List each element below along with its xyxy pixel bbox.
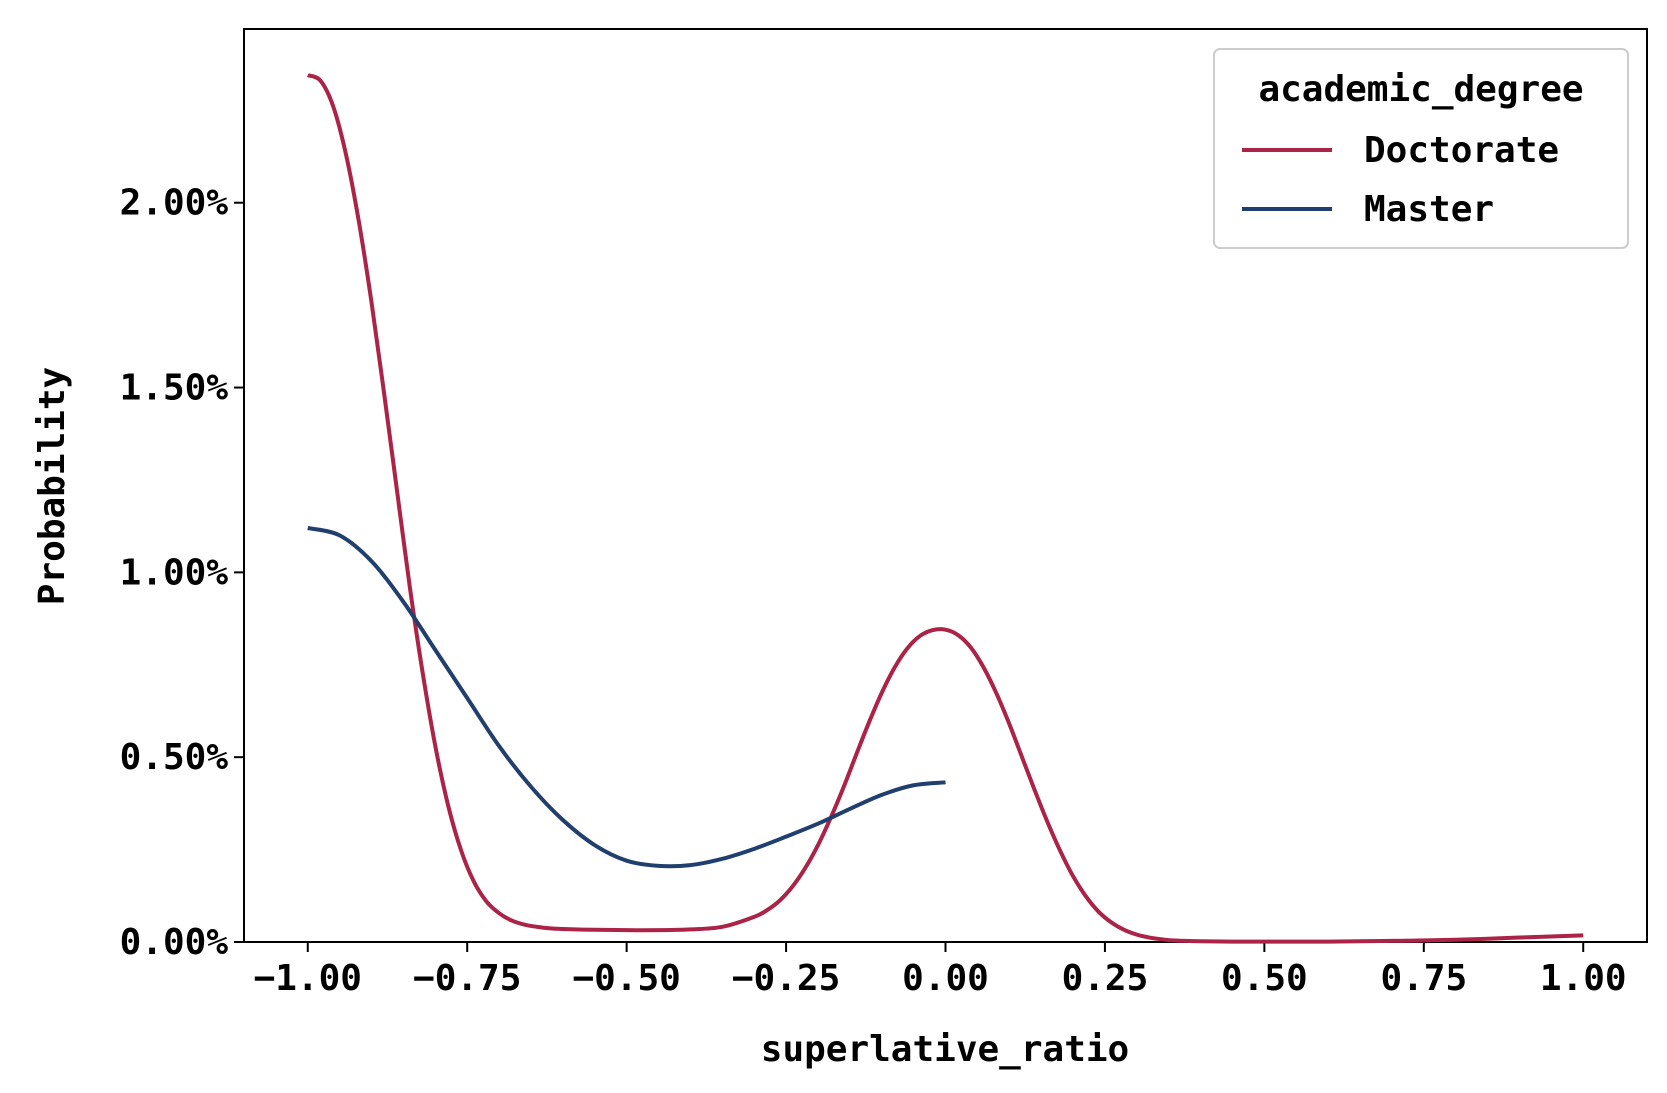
x-axis-label: superlative_ratio xyxy=(761,1029,1129,1070)
x-axis: −1.00 −0.75 −0.50 −0.25 0.00 0.25 0.50 0.75 1.00 xyxy=(254,942,1627,999)
x-tick-label: 0.25 xyxy=(1062,958,1149,999)
x-tick-label: 0.00 xyxy=(902,958,989,999)
series-line-master xyxy=(307,526,946,869)
x-tick-label: −0.50 xyxy=(572,958,680,999)
x-tick-label: −0.25 xyxy=(732,958,840,999)
y-axis: 0.00% 0.50% 1.00% 1.50% 2.00% xyxy=(120,183,244,963)
series-line-doctorate xyxy=(306,73,1584,944)
y-tick-label: 2.00% xyxy=(120,183,229,224)
legend: academic_degree Doctorate Master xyxy=(1213,48,1629,249)
x-tick-label: −0.75 xyxy=(413,958,521,999)
y-tick-label: 0.50% xyxy=(120,737,229,778)
x-tick-label: −1.00 xyxy=(254,958,362,999)
legend-label-doctorate: Doctorate xyxy=(1364,130,1559,171)
legend-entries: Doctorate Master xyxy=(1242,130,1559,230)
y-tick-label: 0.00% xyxy=(120,922,229,963)
x-tick-label: 0.50 xyxy=(1221,958,1308,999)
legend-label-master: Master xyxy=(1364,189,1494,230)
x-tick-label: 0.75 xyxy=(1380,958,1467,999)
legend-title: academic_degree xyxy=(1258,69,1583,110)
y-axis-label: Probability xyxy=(32,367,73,605)
y-tick-label: 1.50% xyxy=(120,368,229,409)
y-tick-label: 1.00% xyxy=(120,552,229,593)
legend-box xyxy=(1213,48,1629,249)
x-tick-label: 1.00 xyxy=(1540,958,1627,999)
series-layer xyxy=(306,73,1584,944)
